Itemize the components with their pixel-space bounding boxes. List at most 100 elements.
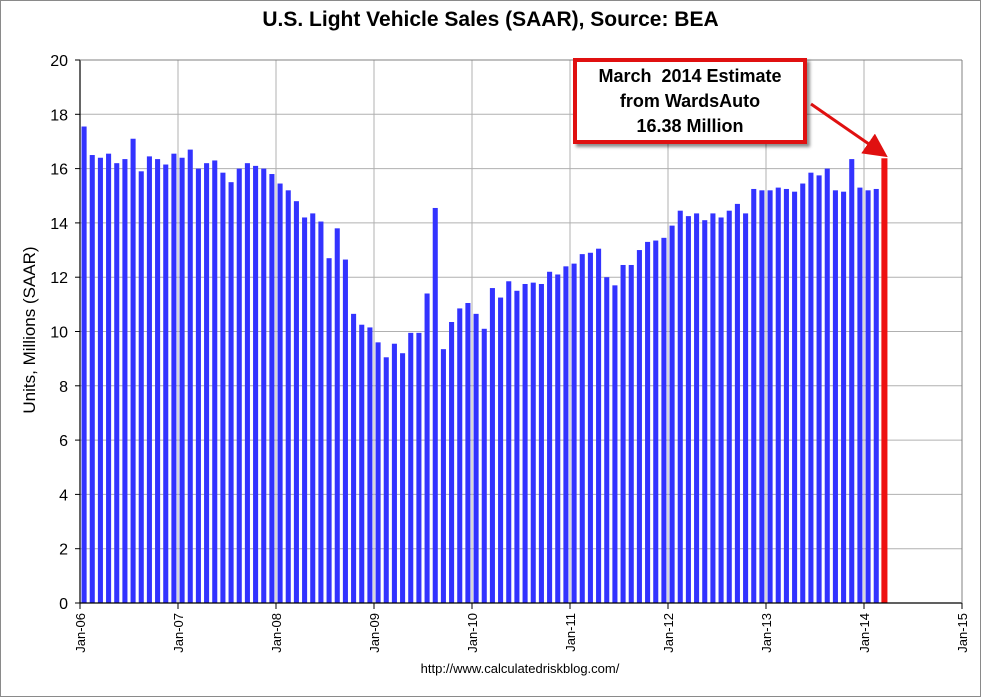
bar [759, 190, 765, 603]
bar [195, 168, 201, 603]
bar [236, 168, 242, 603]
bar [326, 258, 332, 603]
bar [293, 201, 299, 603]
bar [89, 155, 95, 603]
bar [726, 210, 732, 603]
bar [424, 293, 430, 603]
bar [734, 203, 740, 603]
bar [751, 188, 757, 603]
bar [285, 190, 291, 603]
bar [538, 283, 544, 603]
bar [130, 138, 136, 604]
y-tick-label: 18 [50, 107, 68, 124]
x-tick-label: Jan-12 [661, 613, 676, 653]
bar [342, 259, 348, 603]
y-tick-label: 2 [59, 542, 68, 559]
bar [653, 240, 659, 604]
bar [269, 174, 275, 603]
bar [808, 172, 814, 604]
bar [685, 216, 691, 604]
bar [375, 342, 381, 603]
bar [391, 343, 397, 603]
bar [669, 225, 675, 604]
bar [530, 282, 536, 603]
bar [416, 332, 422, 603]
bar [261, 168, 267, 603]
chart-title: U.S. Light Vehicle Sales (SAAR), Source:… [262, 8, 719, 31]
callout-line-3: 16.38 Million [636, 115, 744, 136]
x-tick-label: Jan-06 [73, 613, 88, 653]
x-tick-label: Jan-10 [465, 613, 480, 653]
bar [171, 153, 177, 604]
bar [555, 274, 561, 603]
bar [841, 191, 847, 604]
bar [212, 160, 218, 603]
bar [645, 241, 651, 603]
callout-arrow [810, 102, 888, 158]
bar [767, 190, 773, 603]
y-tick-label: 0 [59, 596, 68, 613]
bar [612, 285, 618, 603]
bar [563, 266, 569, 603]
bar [97, 157, 103, 604]
bar [792, 191, 798, 604]
bar [146, 156, 152, 603]
bar [710, 213, 716, 603]
bar [873, 188, 879, 603]
bar [522, 283, 528, 603]
bar [832, 190, 838, 603]
bar [302, 217, 308, 603]
y-tick-label: 4 [59, 487, 68, 504]
bar [473, 313, 479, 603]
y-tick-label: 20 [50, 53, 68, 70]
bar [253, 165, 259, 603]
source-url: http://www.calculatedriskblog.com/ [420, 661, 620, 676]
callout-line-1: March 2014 Estimate [598, 65, 782, 86]
bar [661, 237, 667, 603]
x-tick-label: Jan-09 [367, 613, 382, 653]
x-tick-label: Jan-11 [563, 613, 578, 652]
bar [81, 126, 87, 603]
bar [277, 183, 283, 603]
bar [702, 220, 708, 603]
bar [457, 308, 463, 603]
bar [865, 190, 871, 603]
y-tick-label: 6 [59, 433, 68, 450]
bar [604, 277, 610, 603]
bar [408, 332, 414, 603]
bar [514, 290, 520, 603]
callout-line-2: from WardsAuto [619, 90, 761, 111]
bar [620, 264, 626, 603]
bar [220, 172, 226, 604]
x-tick-label: Jan-08 [269, 613, 284, 653]
bar [244, 163, 250, 604]
y-tick-label: 16 [50, 162, 68, 179]
bar [179, 157, 185, 604]
bar [489, 288, 495, 603]
bar [775, 187, 781, 604]
bar [498, 297, 504, 603]
bar [800, 183, 806, 603]
bar [694, 213, 700, 603]
highlight-bar [881, 158, 888, 603]
bar [465, 302, 471, 603]
bar [310, 213, 316, 603]
x-tick-label: Jan-13 [759, 613, 774, 653]
bar [677, 210, 683, 603]
bar [334, 228, 340, 603]
bar [628, 264, 634, 603]
y-tick-label: 10 [50, 325, 68, 342]
y-tick-label: 8 [59, 379, 68, 396]
bar [636, 250, 642, 604]
bar [204, 163, 210, 604]
bar [857, 187, 863, 604]
bar [547, 271, 553, 603]
bar [114, 163, 120, 604]
bar [824, 168, 830, 603]
bar [849, 159, 855, 603]
bar [351, 313, 357, 603]
bar [587, 252, 593, 603]
bar [579, 254, 585, 603]
y-tick-label: 12 [50, 270, 68, 287]
